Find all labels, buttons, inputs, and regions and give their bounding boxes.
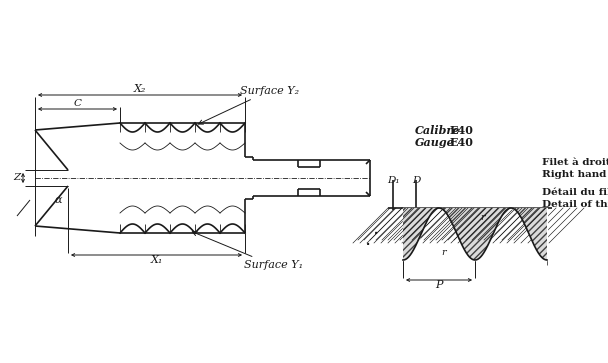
Text: Filet à droit: Filet à droit <box>542 158 608 167</box>
Text: E40: E40 <box>450 138 474 148</box>
Text: C: C <box>74 99 81 109</box>
Text: X₁: X₁ <box>150 255 163 265</box>
Text: Z: Z <box>13 174 21 183</box>
Text: .: . <box>365 230 371 249</box>
Text: Surface Y₁: Surface Y₁ <box>192 232 303 270</box>
Text: P: P <box>435 280 443 290</box>
Text: .: . <box>373 219 379 238</box>
Text: Detail of thr: Detail of thr <box>542 200 608 209</box>
Text: D₁: D₁ <box>387 176 399 185</box>
Text: Right hand: Right hand <box>542 170 606 179</box>
Text: Surface Y₂: Surface Y₂ <box>198 86 299 124</box>
Text: X₂: X₂ <box>134 84 146 94</box>
Text: D: D <box>412 176 420 185</box>
Text: Gauge: Gauge <box>415 138 455 148</box>
Text: E40: E40 <box>450 126 474 136</box>
Text: Calibre: Calibre <box>415 126 460 136</box>
Text: r: r <box>441 248 446 257</box>
Text: Détail du fil: Détail du fil <box>542 188 608 197</box>
Text: r: r <box>481 213 485 221</box>
Text: α: α <box>54 195 62 205</box>
